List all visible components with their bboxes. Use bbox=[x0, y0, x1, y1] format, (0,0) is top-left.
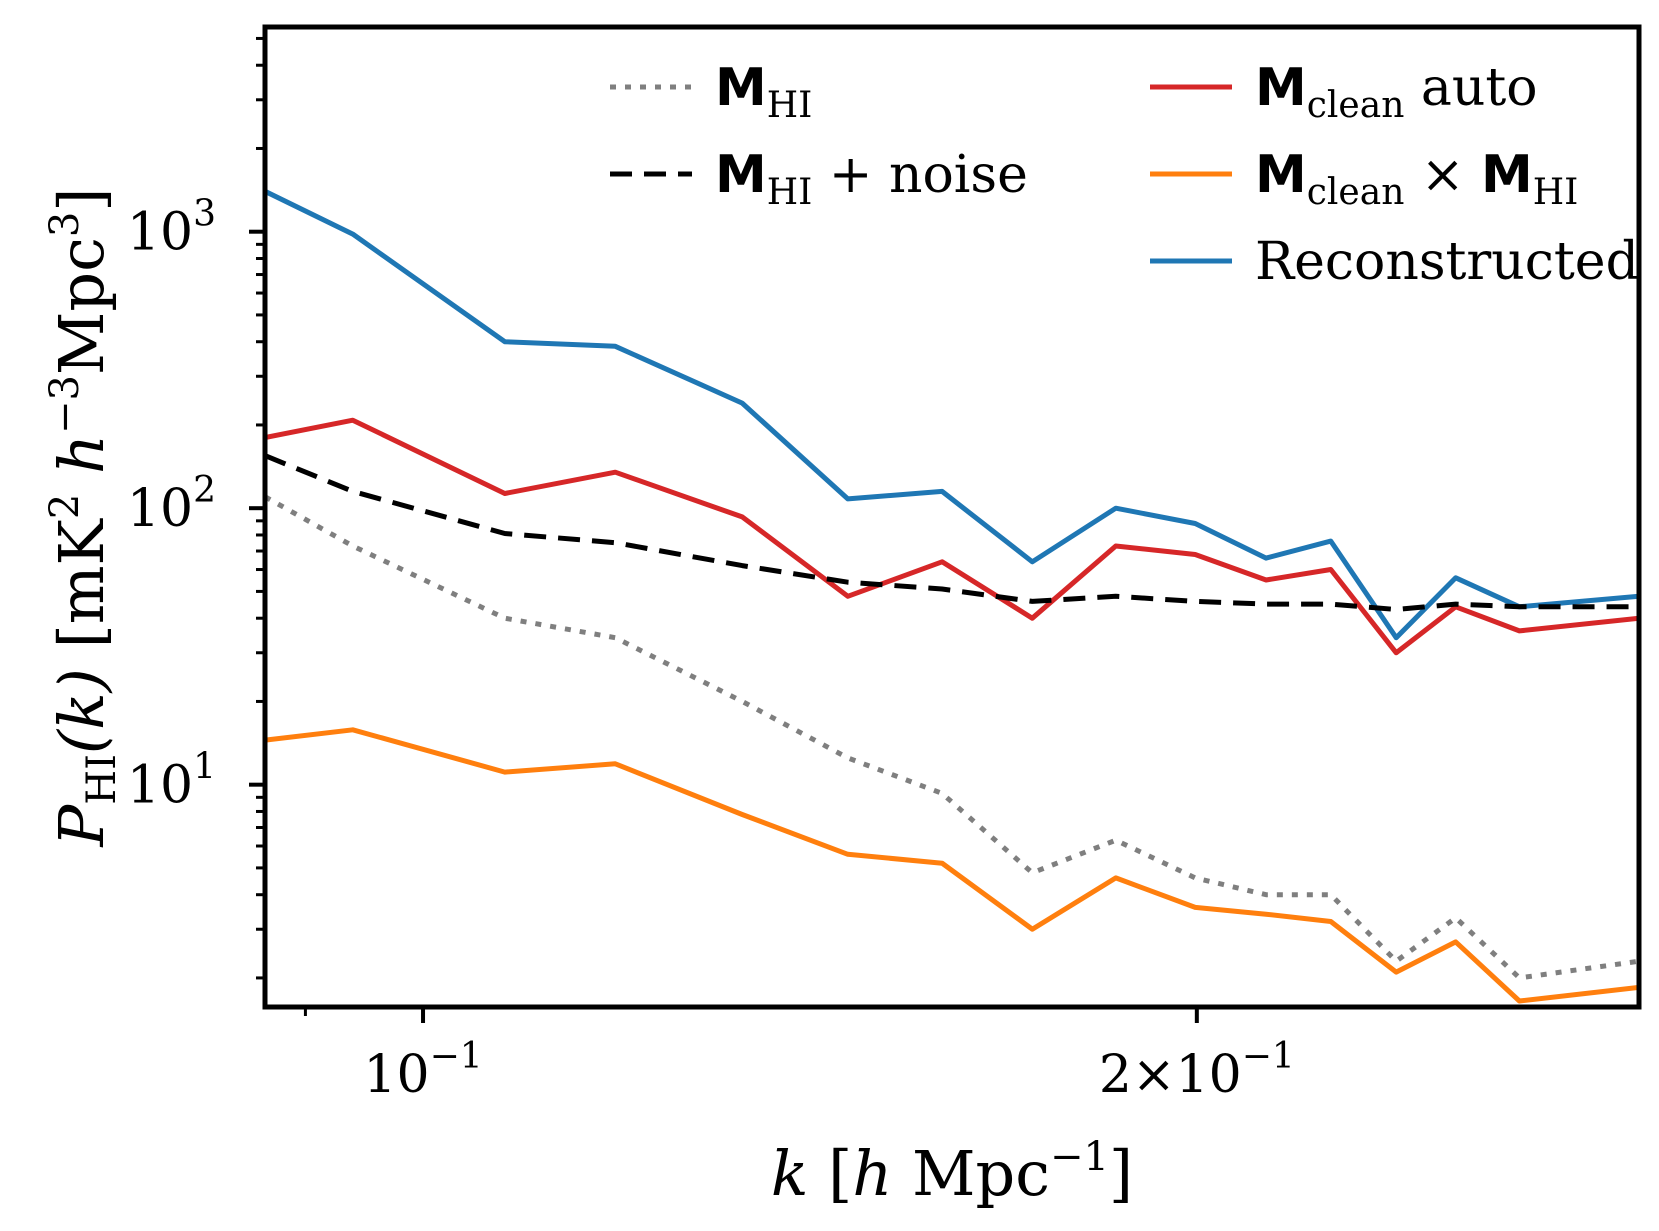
legend-entry-4: Reconstructed bbox=[1150, 232, 1639, 292]
plot-frame bbox=[262, 24, 1642, 1010]
series-line-2 bbox=[265, 417, 1639, 656]
legend-entry-3: Mclean × MHI bbox=[1150, 145, 1578, 213]
legend-label: Reconstructed bbox=[1255, 232, 1639, 292]
y-tick-label: 101 bbox=[127, 747, 216, 816]
legend-label: Mclean × MHI bbox=[1255, 145, 1578, 213]
legend-label: MHI + noise bbox=[715, 145, 1028, 213]
y-tick-label: 102 bbox=[127, 470, 216, 539]
x-axis-label: k [h Mpc−1] bbox=[771, 1134, 1133, 1210]
legend-entry-2: Mclean auto bbox=[1150, 58, 1538, 126]
series-line-4 bbox=[265, 189, 1639, 641]
series-line-0 bbox=[265, 494, 1639, 981]
y-tick-label: 103 bbox=[127, 194, 216, 263]
data-lines bbox=[265, 189, 1639, 1004]
legend-label: MHI bbox=[715, 58, 812, 126]
legend-entry-0: MHI bbox=[610, 58, 812, 126]
x-tick-label: 10−1 bbox=[363, 1036, 482, 1105]
axis-ticks: 101 102 103 10−1 2×10−1 bbox=[127, 36, 1295, 1105]
legend-label: Mclean auto bbox=[1255, 58, 1538, 126]
legend: MHI MHI + noise Mclean auto Mclean × MHI Rec… bbox=[610, 58, 1639, 292]
series-line-3 bbox=[265, 727, 1639, 1004]
y-axis-label: PHI(k) [mK2 h−3Mpc3] bbox=[42, 188, 125, 848]
legend-entry-1: MHI + noise bbox=[610, 145, 1028, 213]
x-tick-label: 2×10−1 bbox=[1099, 1036, 1295, 1105]
series-line-1 bbox=[265, 453, 1639, 612]
